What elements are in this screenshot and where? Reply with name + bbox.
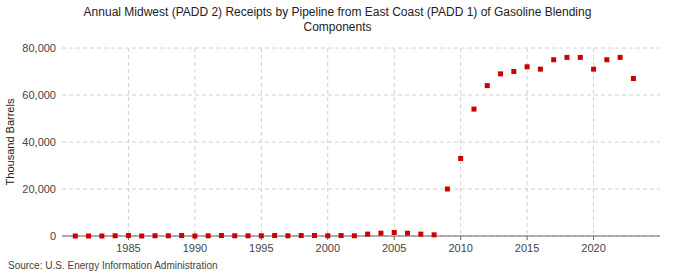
x-grid-line	[460, 48, 461, 236]
point	[126, 233, 131, 238]
grid	[62, 48, 660, 236]
point	[325, 233, 330, 238]
point	[232, 233, 237, 238]
point	[538, 67, 543, 72]
point	[192, 234, 197, 239]
point	[153, 233, 158, 238]
point	[471, 107, 476, 112]
point	[418, 232, 423, 237]
point	[113, 233, 118, 238]
point	[578, 55, 583, 60]
point	[551, 57, 556, 62]
x-tick	[460, 236, 461, 240]
x-tick	[593, 236, 594, 240]
point	[498, 71, 503, 76]
y-grid-line	[62, 95, 660, 96]
y-tick-label: 80,000	[22, 42, 56, 54]
point	[272, 233, 277, 238]
y-grid-line	[62, 48, 660, 49]
annotation: Source: U.S. Energy Information Administ…	[8, 260, 218, 271]
point	[73, 234, 78, 239]
x-axis-line	[62, 236, 660, 237]
marks	[73, 55, 636, 239]
x-grid-line	[593, 48, 594, 236]
chart: Annual Midwest (PADD 2) Receipts by Pipe…	[0, 0, 675, 275]
x-grid-line	[527, 48, 528, 236]
y-grid-line	[62, 236, 660, 237]
point	[246, 233, 251, 238]
point	[631, 76, 636, 81]
x-grid-line	[128, 48, 129, 236]
point	[259, 233, 264, 238]
x-grid-line	[261, 48, 262, 236]
point	[405, 231, 410, 236]
point	[432, 232, 437, 237]
y-tick-label: 60,000	[22, 89, 56, 101]
point	[525, 64, 530, 69]
point	[591, 67, 596, 72]
x-tick	[527, 236, 528, 240]
x-tick	[394, 236, 395, 240]
point	[378, 231, 383, 236]
y-grid-line	[62, 189, 660, 190]
point	[564, 55, 569, 60]
point	[618, 55, 623, 60]
point	[99, 234, 104, 239]
point	[285, 233, 290, 238]
subtitle: Components	[303, 20, 371, 34]
y-tick-label: 40,000	[22, 136, 56, 148]
point	[139, 234, 144, 239]
x-tick-label: 2005	[382, 242, 406, 254]
title: Annual Midwest (PADD 2) Receipts by Pipe…	[84, 5, 592, 19]
point	[458, 156, 463, 161]
x-grid-line	[194, 48, 195, 236]
y-tick-label: 0	[50, 230, 56, 242]
point	[365, 232, 370, 237]
x-tick-label: 2000	[316, 242, 340, 254]
x-tick-label: 2010	[448, 242, 472, 254]
x-tick-label: 1990	[183, 242, 207, 254]
x-grid-line	[327, 48, 328, 236]
point	[445, 187, 450, 192]
x-grid-line	[394, 48, 395, 236]
point	[179, 233, 184, 238]
point	[392, 230, 397, 235]
y-axis-label: Thousand Barrels	[4, 98, 16, 185]
point	[312, 233, 317, 238]
y-grid-line	[62, 142, 660, 143]
x-tick-label: 2015	[515, 242, 539, 254]
x-tick-label: 1995	[249, 242, 273, 254]
point	[352, 233, 357, 238]
point	[166, 233, 171, 238]
point	[511, 69, 516, 74]
x-tick-label: 1985	[116, 242, 140, 254]
point	[604, 57, 609, 62]
point	[206, 233, 211, 238]
point	[485, 83, 490, 88]
x-tick-label: 2020	[581, 242, 605, 254]
y-tick-label: 20,000	[22, 183, 56, 195]
point	[299, 233, 304, 238]
point	[339, 233, 344, 238]
point	[219, 233, 224, 238]
point	[86, 234, 91, 239]
